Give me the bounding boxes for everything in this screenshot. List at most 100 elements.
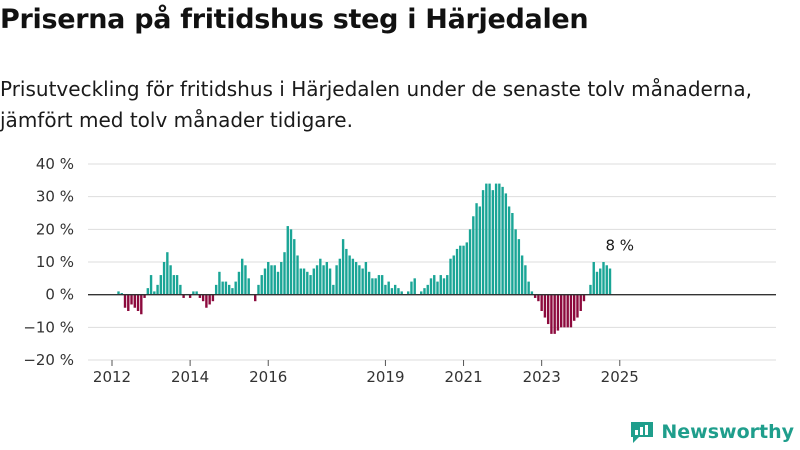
bar bbox=[214, 284, 218, 295]
bar bbox=[345, 248, 348, 295]
bar bbox=[380, 275, 384, 295]
bar bbox=[169, 265, 172, 295]
bar bbox=[293, 239, 296, 295]
bar bbox=[478, 206, 482, 295]
x-tick-label: 2012 bbox=[93, 368, 131, 386]
bar bbox=[192, 291, 195, 295]
x-tick-label: 2014 bbox=[171, 368, 209, 386]
bar bbox=[263, 268, 267, 295]
bar bbox=[208, 294, 211, 305]
bar bbox=[608, 268, 612, 295]
bar bbox=[452, 255, 455, 295]
bar bbox=[462, 245, 465, 295]
bar bbox=[127, 294, 130, 311]
bar bbox=[517, 239, 521, 295]
bar bbox=[420, 291, 423, 295]
bar bbox=[468, 229, 472, 295]
x-tick-label: 2023 bbox=[523, 368, 561, 386]
bar bbox=[397, 288, 400, 295]
bar bbox=[410, 281, 413, 295]
last-value-annotation: 8 % bbox=[605, 237, 634, 255]
bar bbox=[573, 294, 576, 321]
bar bbox=[231, 288, 234, 295]
bar bbox=[136, 294, 140, 311]
bar bbox=[166, 252, 169, 295]
y-tick-label: 40 % bbox=[36, 155, 74, 173]
bar bbox=[589, 284, 592, 295]
bar bbox=[459, 245, 462, 295]
bar bbox=[319, 258, 322, 295]
bar bbox=[599, 268, 602, 295]
bar bbox=[475, 203, 478, 295]
bar bbox=[446, 275, 449, 295]
bar bbox=[283, 252, 286, 295]
bar bbox=[162, 262, 166, 295]
bar bbox=[377, 275, 381, 295]
bar bbox=[393, 284, 397, 295]
bar bbox=[140, 294, 143, 315]
gridlines bbox=[88, 163, 776, 361]
bar bbox=[530, 291, 534, 295]
bar bbox=[433, 275, 436, 295]
bar bbox=[241, 258, 244, 295]
newsworthy-logo-icon bbox=[631, 422, 654, 443]
chart-subtitle: Prisutveckling för fritidshus i Härjedal… bbox=[0, 77, 752, 132]
bar bbox=[384, 284, 387, 295]
bar bbox=[335, 265, 338, 295]
bar bbox=[546, 294, 550, 325]
x-tick-label: 2025 bbox=[601, 368, 639, 386]
bar bbox=[472, 216, 475, 295]
bar bbox=[501, 186, 504, 295]
y-tick-label: 20 % bbox=[36, 220, 74, 238]
bar bbox=[559, 294, 563, 328]
bar bbox=[247, 278, 250, 295]
bar bbox=[354, 262, 358, 295]
bar bbox=[595, 271, 599, 295]
bar bbox=[358, 265, 361, 295]
bar bbox=[244, 265, 247, 295]
bar bbox=[429, 278, 433, 295]
y-tick-label: 30 % bbox=[36, 188, 74, 206]
bar bbox=[527, 281, 530, 295]
x-axis-ticks: 2012 2014 2016 2019 2021 2023 2025 bbox=[93, 360, 639, 386]
bar bbox=[520, 255, 524, 295]
bar bbox=[260, 275, 263, 295]
bar bbox=[426, 284, 429, 295]
bar bbox=[481, 190, 485, 295]
bar bbox=[442, 278, 446, 295]
bar bbox=[485, 183, 488, 295]
bar bbox=[117, 291, 120, 295]
bar bbox=[556, 294, 560, 331]
bar bbox=[123, 294, 127, 308]
bar bbox=[182, 294, 185, 298]
bar bbox=[605, 265, 608, 295]
bar bbox=[592, 262, 595, 295]
bar bbox=[224, 281, 228, 295]
bar bbox=[175, 275, 179, 295]
bar bbox=[234, 281, 237, 295]
bar bbox=[309, 275, 312, 295]
bar bbox=[237, 271, 241, 295]
bar bbox=[179, 284, 182, 295]
bar bbox=[312, 268, 316, 295]
bar bbox=[465, 242, 468, 295]
x-tick-label: 2019 bbox=[366, 368, 404, 386]
bar bbox=[423, 288, 426, 295]
bar bbox=[159, 275, 163, 295]
bar bbox=[211, 294, 215, 302]
bar bbox=[221, 281, 224, 295]
bar bbox=[400, 291, 403, 295]
bar bbox=[361, 268, 364, 295]
bar bbox=[201, 294, 205, 302]
bar bbox=[195, 291, 198, 295]
bar bbox=[338, 258, 342, 295]
y-axis-tick-labels: −20 % −10 % 0 % 10 % 20 % 30 % 40 % bbox=[23, 155, 74, 369]
bar bbox=[543, 294, 547, 318]
bar bbox=[540, 294, 543, 311]
bars bbox=[117, 183, 612, 334]
bar bbox=[390, 288, 394, 295]
bar bbox=[488, 183, 491, 295]
bar bbox=[371, 278, 374, 295]
bar bbox=[439, 275, 442, 295]
bar bbox=[325, 262, 329, 295]
